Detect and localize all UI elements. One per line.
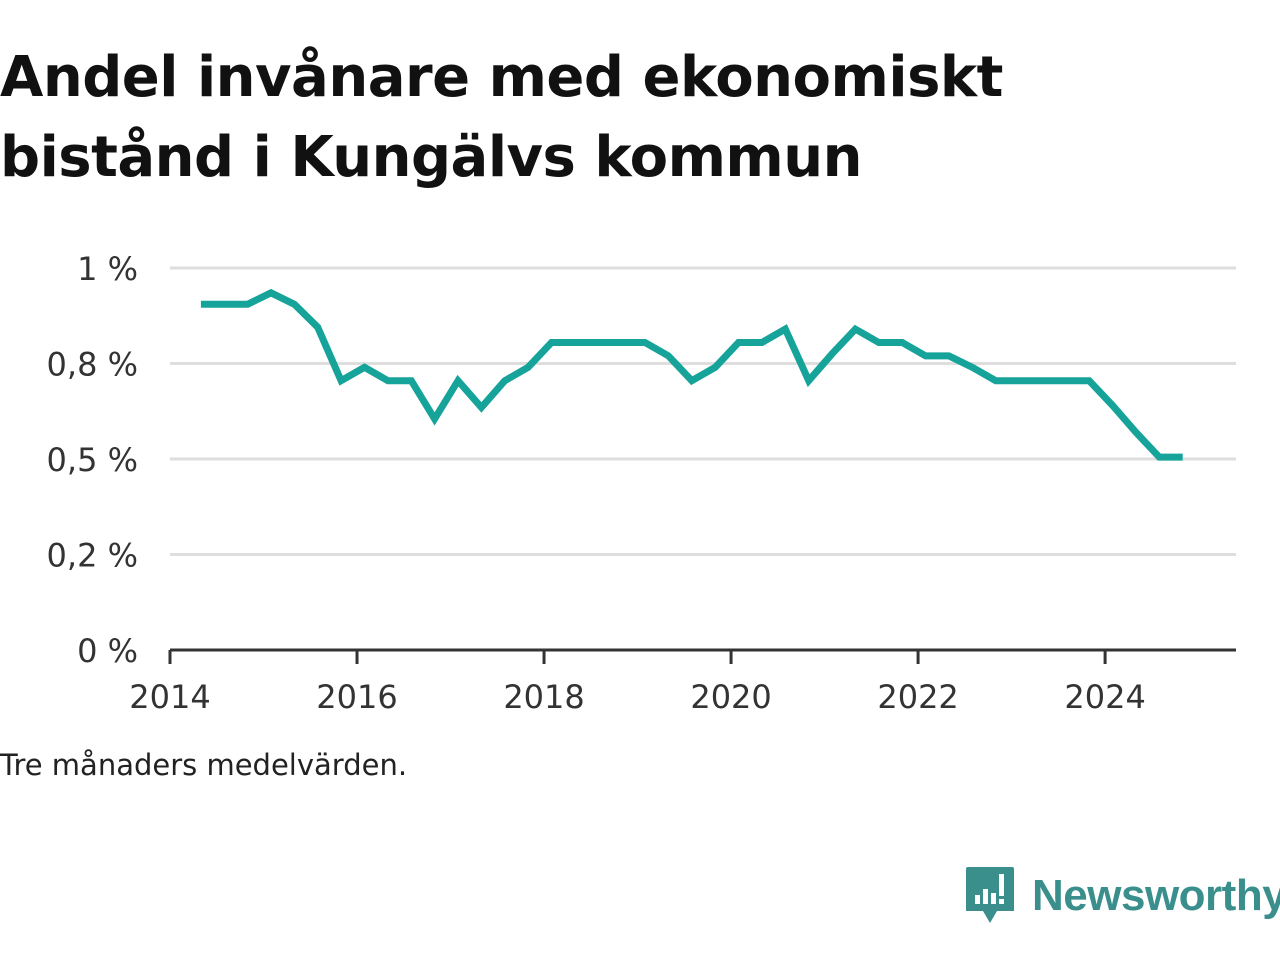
x-tick-label: 2018 — [503, 678, 584, 716]
chart-title-line-1: Andel invånare med ekonomiskt — [0, 45, 1003, 110]
series-layer — [200, 288, 1183, 461]
series-line — [200, 288, 1183, 461]
x-tick-label: 2016 — [316, 678, 397, 716]
x-tick-label: 2020 — [690, 678, 771, 716]
brand-logo[interactable]: Newsworthy — [964, 864, 1280, 928]
x-axis — [168, 648, 1236, 664]
chart-note: Tre månaders medelvärden. — [0, 748, 408, 782]
newsworthy-logo-icon — [966, 867, 1014, 923]
y-tick-label: 0 % — [77, 632, 138, 670]
y-tick-label: 0,5 % — [47, 441, 138, 479]
chart-title-line-2: bistånd i Kungälvs kommun — [0, 125, 863, 190]
x-tick-label: 2022 — [877, 678, 958, 716]
chart-title: Andel invånare med ekonomiskt bistånd i … — [0, 38, 1120, 198]
y-tick-label: 0,8 % — [47, 346, 138, 384]
brand-name: Newsworthy — [1032, 871, 1280, 920]
y-tick-label: 1 % — [77, 250, 138, 288]
y-axis-labels: 0 % 0,2 % 0,5 % 0,8 % 1 % — [47, 250, 138, 670]
x-tick-label: 2024 — [1064, 678, 1145, 716]
x-axis-labels: 2014 2016 2018 2020 2022 2024 — [129, 678, 1146, 716]
y-tick-label: 0,2 % — [47, 537, 138, 575]
x-tick-label: 2014 — [129, 678, 210, 716]
grid-lines — [170, 266, 1236, 556]
